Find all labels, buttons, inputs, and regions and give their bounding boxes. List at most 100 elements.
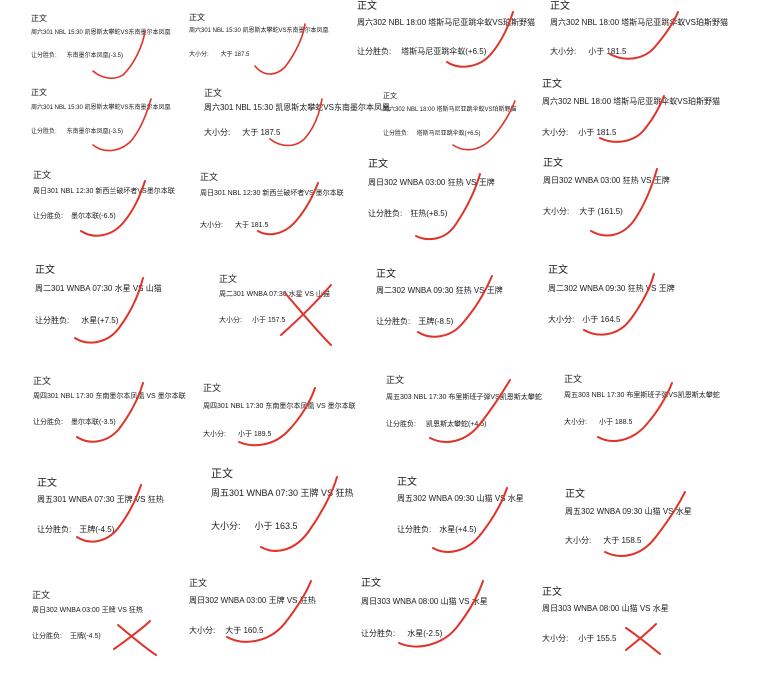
ticket-title: 正文 bbox=[37, 478, 57, 489]
bet-pick-value: 王牌(-4.5) bbox=[79, 525, 115, 534]
bet-line: 让分胜负: 水星(-2.5) bbox=[361, 630, 442, 638]
ticket-card: 正文 周六301 NBL 15:30 凯恩斯太攀蛇VS东南墨尔本凤凰 大小分: 大于 … bbox=[204, 89, 390, 159]
ticket-card: 正文 周五301 WNBA 07:30 王牌 VS 狂热 大小分: 小于 163.5 bbox=[211, 468, 391, 552]
ticket-card: 正文周四301 NBL 17:30 东南墨尔本凤凰 VS 墨尔本联 让分胜负: 墨尔… bbox=[33, 377, 213, 447]
ticket-card: 正文 周二301 WNBA 07:30 水星 VS 山猫 大小分: 小于 157.5 bbox=[219, 274, 399, 346]
ticket-title: 正文 bbox=[548, 265, 568, 276]
ticket-card: 正文 周日303 WNBA 08:00 山猫 VS 水星 大小分: 小于 155.5 bbox=[542, 588, 722, 658]
bet-pick-value: 王牌(-4.5) bbox=[69, 633, 101, 640]
game-line: 周日303 WNBA 08:00 山猫 VS 水星 bbox=[361, 597, 488, 606]
bet-pick-value: 墨尔本联(-6.5) bbox=[70, 213, 116, 220]
bet-pick-value: 狂热(+8.5) bbox=[410, 209, 448, 218]
bet-line: 大小分: 大于 181.5 bbox=[200, 222, 268, 229]
bet-type-label: 大小分: bbox=[189, 626, 216, 635]
game-line: 周六301 NBL 15:30 凯恩斯太攀蛇VS东南墨尔本凤凰 bbox=[31, 30, 171, 36]
ticket-title: 正文 bbox=[33, 170, 52, 180]
bet-pick-value: 墨尔本联(-3.5) bbox=[70, 419, 116, 426]
game-line: 周五301 WNBA 07:30 王牌 VS 狂热 bbox=[37, 495, 164, 504]
bet-line: 大小分: 大于 158.5 bbox=[565, 537, 641, 545]
game-line: 周五303 NBL 17:30 布里斯班子弹VS凯恩斯太攀蛇 bbox=[386, 394, 542, 401]
bet-type-label: 让分胜负: bbox=[37, 525, 72, 534]
game-line: 周日303 WNBA 08:00 山猫 VS 水星 bbox=[542, 604, 669, 613]
check-mark-icon bbox=[415, 173, 481, 241]
bet-line: 让分胜负: 王牌(-4.5) bbox=[37, 526, 114, 534]
bet-line: 让分胜负: 墨尔本联(-3.5) bbox=[33, 419, 116, 426]
ticket-card: 正文 周六302 NBL 18:00 塔斯马尼亚跳伞蚁VS珀斯野猫 大小分: 小于 1… bbox=[542, 80, 722, 150]
bet-pick-value: 小于 164.5 bbox=[582, 315, 621, 324]
bet-pick-value: 水星(+7.5) bbox=[81, 316, 119, 325]
ticket-card: 正文 周六301 NBL 15:30 凯恩斯太攀蛇VS东南墨尔本凤凰 让分胜负: 东南… bbox=[31, 89, 211, 159]
check-mark-icon bbox=[76, 484, 142, 543]
bet-pick-value: 东南墨尔本凤凰(-3.5) bbox=[66, 53, 124, 59]
ticket-title: 正文 bbox=[32, 590, 51, 600]
game-line: 周四301 NBL 17:30 东南墨尔本凤凰 VS 墨尔本联 bbox=[33, 393, 186, 400]
bet-type-label: 让分胜负: bbox=[386, 421, 416, 428]
bet-type-label: 让分胜负: bbox=[397, 525, 432, 534]
bet-line: 大小分: 大于 187.5 bbox=[204, 129, 280, 137]
bet-type-label: 大小分: bbox=[564, 419, 587, 426]
check-mark-icon bbox=[609, 11, 679, 60]
ticket-card: 正文 周日302 WNBA 03:00 狂热 VS 王牌 让分胜负: 狂热(+8.5) bbox=[368, 160, 548, 241]
bet-type-label: 大小分: bbox=[542, 128, 569, 137]
ticket-card: 正文 周日302 WNBA 03:00 王牌 VS 狂热 大小分: 大于 160.5 bbox=[189, 579, 369, 649]
bet-type-label: 大小分: bbox=[565, 536, 592, 545]
ticket-title: 正文 bbox=[386, 375, 405, 385]
ticket-title: 正文 bbox=[397, 477, 417, 488]
cross-mark-icon bbox=[625, 623, 661, 655]
game-line: 周日301 NBL 12:30 新西兰破坏者VS墨尔本联 bbox=[33, 188, 175, 195]
ticket-card: 正文 周二302 WNBA 09:30 狂热 VS 王牌 大小分: 小于 164.5 bbox=[548, 266, 728, 336]
game-line: 周六301 NBL 15:30 凯恩斯太攀蛇VS东南墨尔本凤凰 bbox=[189, 28, 329, 34]
ticket-title: 正文 bbox=[31, 88, 47, 97]
bet-pick-value: 大于 187.5 bbox=[220, 52, 250, 58]
bet-pick-value: 大于 (161.5) bbox=[579, 207, 623, 216]
bet-line: 让分胜负: 东南墨尔本凤凰(-3.5) bbox=[31, 129, 123, 135]
bet-type-label: 大小分: bbox=[542, 634, 569, 643]
game-line: 周五302 WNBA 09:30 山猫 VS 水星 bbox=[565, 507, 692, 516]
bet-pick-value: 小于 189.5 bbox=[237, 431, 272, 438]
bet-type-label: 让分胜负: bbox=[31, 53, 57, 59]
ticket-card: 正文 周六301 NBL 15:30 凯恩斯太攀蛇VS东南墨尔本凤凰 大小分: 大于 … bbox=[189, 14, 369, 84]
game-line: 周六302 NBL 18:00 塔斯马尼亚跳伞蚁VS珀斯野猫 bbox=[550, 18, 728, 27]
ticket-title: 正文 bbox=[376, 269, 396, 280]
check-mark-icon bbox=[226, 580, 312, 643]
ticket-title: 正文 bbox=[33, 376, 52, 386]
bet-type-label: 让分胜负: bbox=[383, 131, 409, 137]
ticket-card: 正文 周日302 WNBA 03:00 狂热 VS 王牌 大小分: 大于 (161.5… bbox=[543, 159, 723, 237]
ticket-title: 正文 bbox=[357, 1, 377, 12]
bet-type-label: 让分胜负: bbox=[357, 47, 392, 56]
bet-pick-value: 小于 181.5 bbox=[578, 128, 617, 137]
game-line: 周日301 NBL 12:30 新西兰破坏者VS 墨尔本联 bbox=[200, 190, 344, 197]
bet-line: 大小分: 大于 160.5 bbox=[189, 627, 263, 635]
bet-pick-value: 小于 157.5 bbox=[251, 317, 286, 324]
bet-pick-value: 小于 163.5 bbox=[254, 521, 298, 531]
ticket-card: 正文周日303 WNBA 08:00 山猫 VS 水星 让分胜负: 水星(-2.5) bbox=[361, 579, 541, 649]
ticket-card: 正文 周五303 NBL 17:30 布里斯班子弹VS凯恩斯太攀蛇 让分胜负: 凯恩斯… bbox=[386, 376, 566, 446]
bet-pick-value: 东南墨尔本凤凰(-3.5) bbox=[66, 129, 124, 135]
game-line: 周日302 WNBA 03:00 狂热 VS 王牌 bbox=[368, 178, 495, 187]
ticket-title: 正文 bbox=[361, 578, 381, 589]
bet-type-label: 大小分: bbox=[219, 317, 242, 324]
check-mark-icon bbox=[432, 487, 508, 553]
bet-pick-value: 水星(+4.5) bbox=[439, 525, 477, 534]
bet-line: 大小分: 小于 181.5 bbox=[542, 129, 616, 137]
check-mark-icon bbox=[398, 580, 484, 648]
ticket-title: 正文 bbox=[35, 265, 55, 276]
check-mark-icon bbox=[599, 95, 665, 143]
ticket-title: 正文 bbox=[200, 172, 219, 182]
bet-pick-value: 小于 155.5 bbox=[578, 634, 617, 643]
game-line: 周日302 WNBA 03:00 狂热 VS 王牌 bbox=[543, 176, 670, 185]
ticket-title: 正文 bbox=[219, 274, 238, 284]
check-mark-icon bbox=[238, 387, 316, 447]
ticket-title: 正文 bbox=[564, 374, 583, 384]
ticket-title: 正文 bbox=[211, 468, 233, 480]
bet-type-label: 让分胜负: bbox=[32, 633, 62, 640]
bet-type-label: 大小分: bbox=[189, 52, 209, 58]
ticket-card: 正文 周六302 NBL 18:00 塔斯马尼亚跳伞蚁VS珀斯野猫 让分胜负: 塔斯马… bbox=[357, 2, 537, 72]
game-line: 周二302 WNBA 09:30 狂热 VS 王牌 bbox=[376, 286, 503, 295]
bet-type-label: 让分胜负: bbox=[33, 419, 63, 426]
check-mark-icon bbox=[604, 491, 686, 557]
bet-type-label: 大小分: bbox=[211, 521, 241, 531]
bet-type-label: 让分胜负: bbox=[361, 629, 396, 638]
ticket-card: 正文 周五302 WNBA 09:30 山猫 VS 水星 大小分: 大于 158.5 bbox=[565, 490, 745, 560]
bet-type-label: 大小分: bbox=[203, 431, 226, 438]
